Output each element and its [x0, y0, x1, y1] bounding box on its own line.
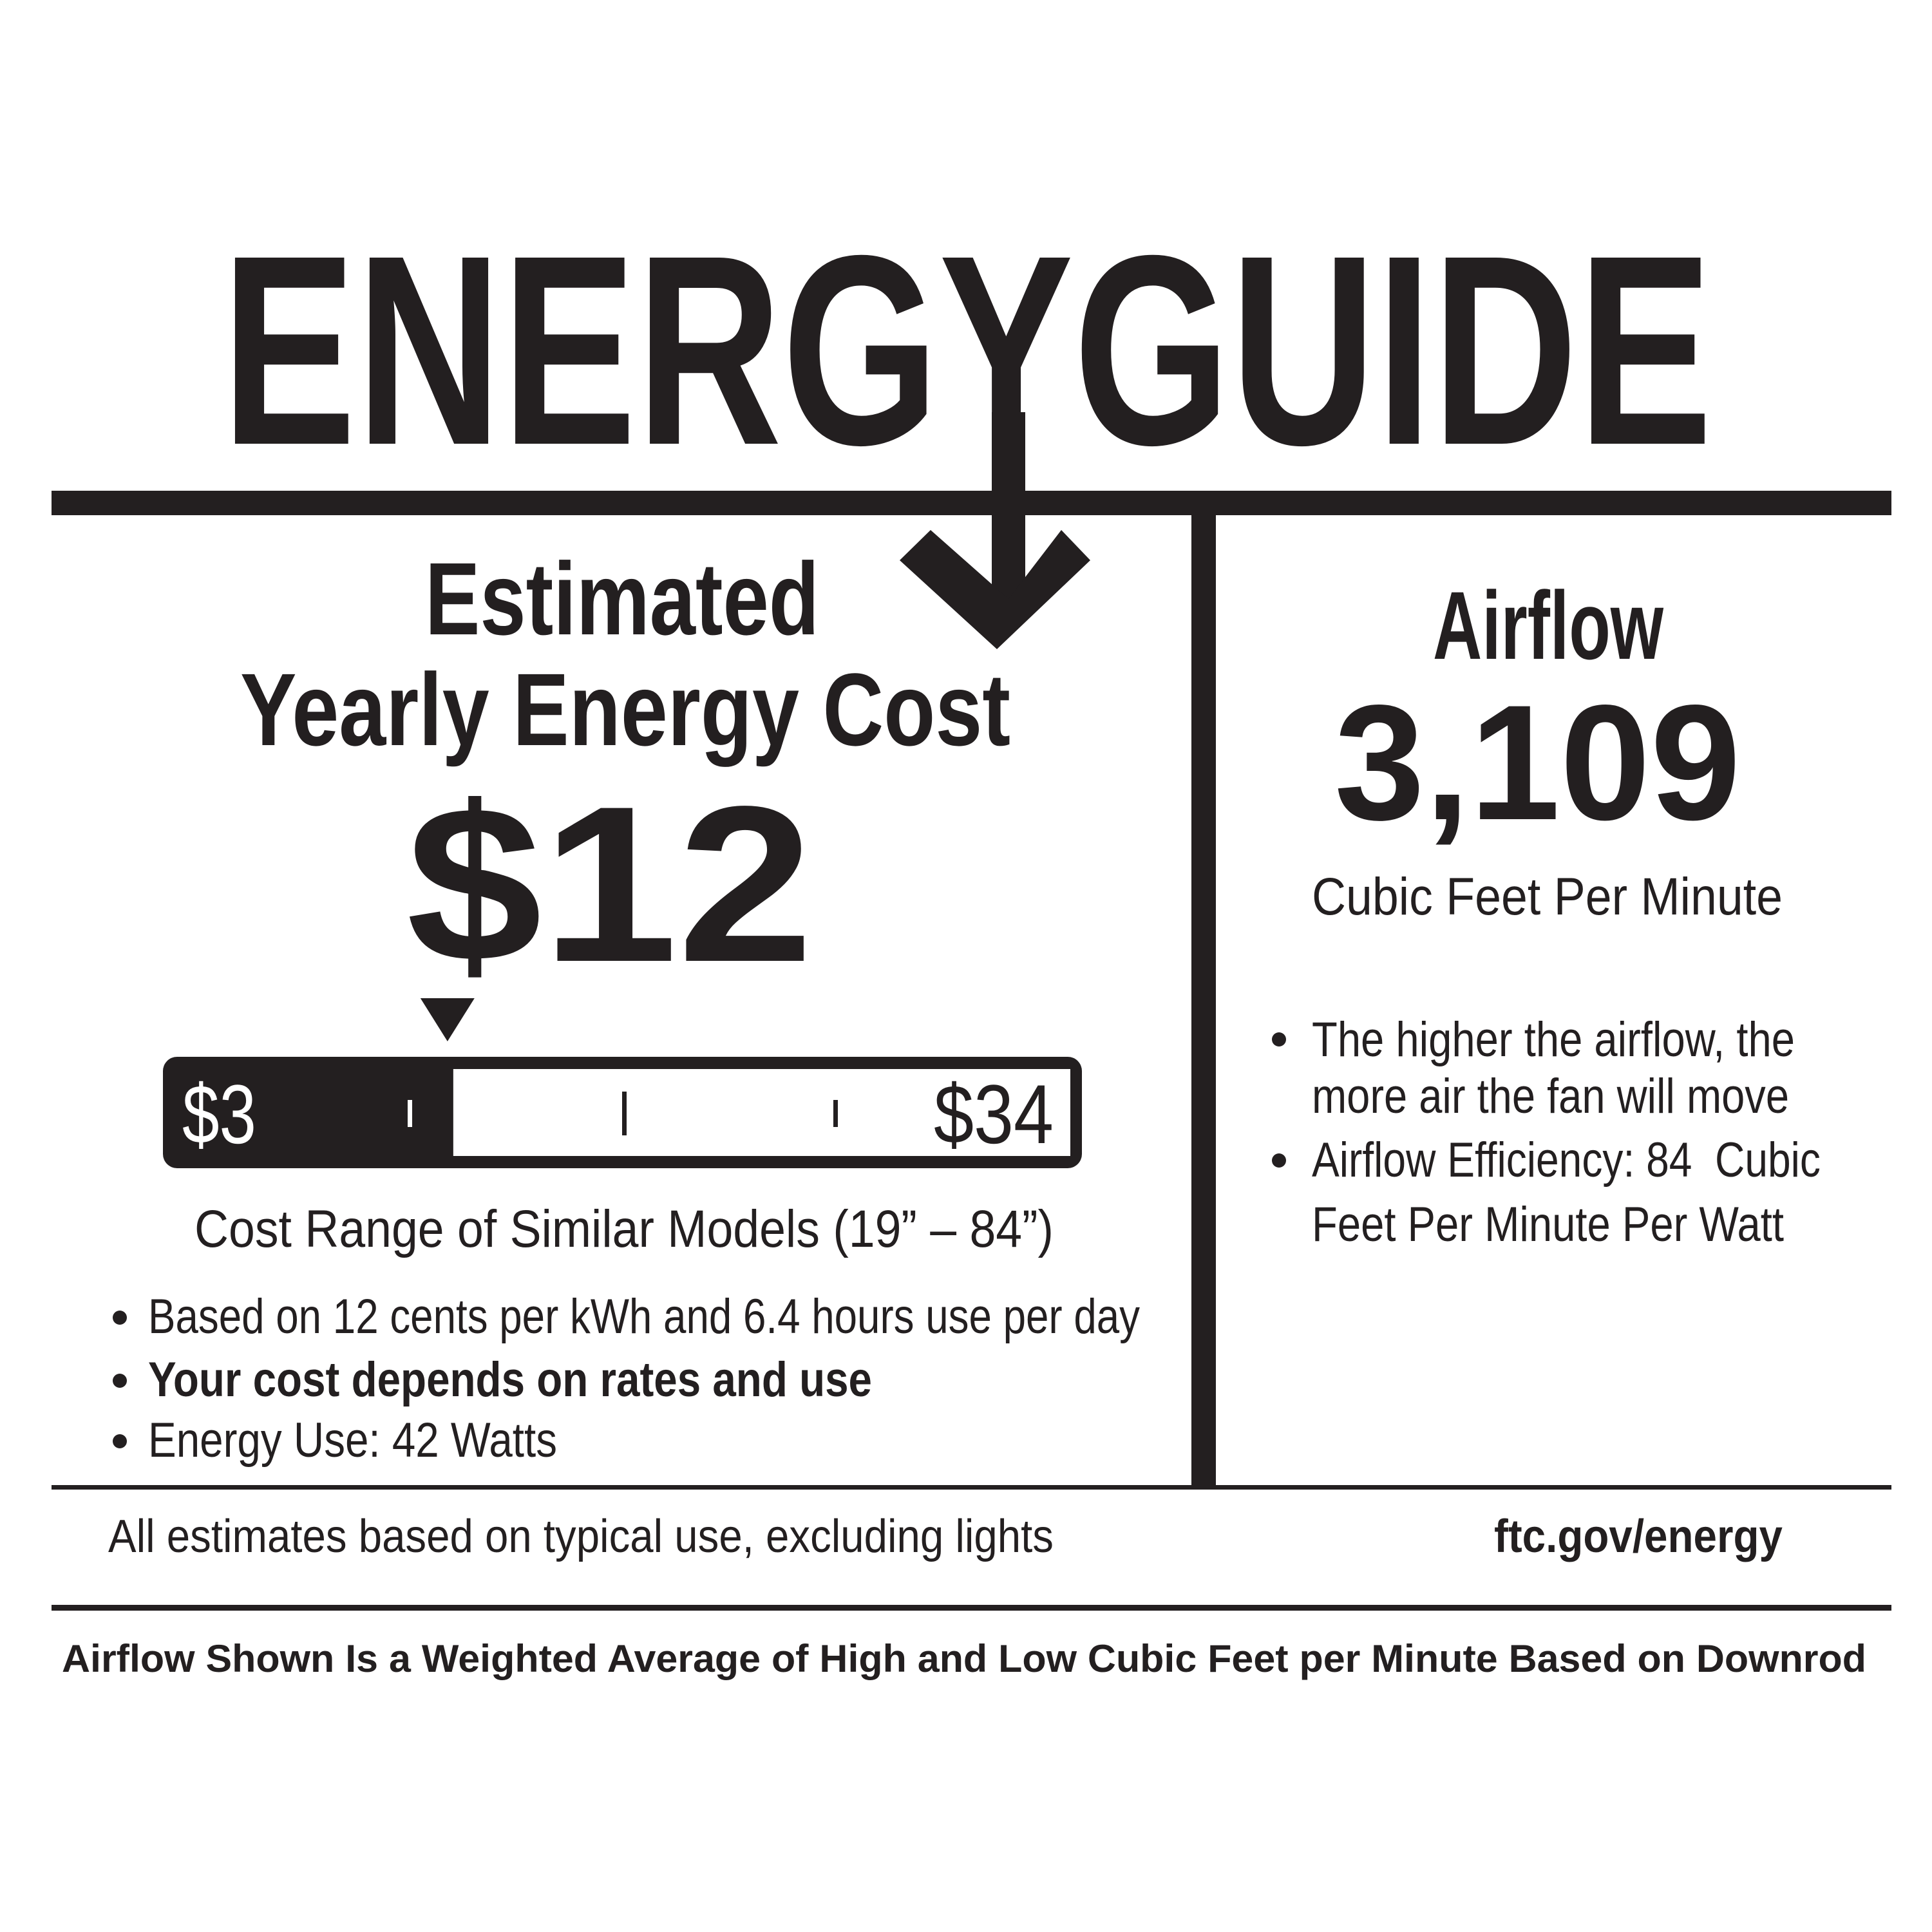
airflow-bullet-line: more air the fan will move	[1312, 1069, 1789, 1124]
cost-range-bar: $3 $34	[163, 1057, 1082, 1168]
bullet-icon	[113, 1374, 127, 1388]
cost-range-caption: Cost Range of Similar Models (19” – 84”)	[194, 1200, 1054, 1258]
top-divider	[52, 491, 1891, 515]
bottom-divider	[52, 1605, 1891, 1611]
bullet-icon	[113, 1311, 127, 1325]
middle-divider	[52, 1485, 1891, 1490]
airflow-value: 3,109	[1334, 671, 1741, 855]
range-bar-unfilled	[453, 1069, 1070, 1156]
cost-pointer-icon	[420, 998, 475, 1041]
bullet-icon	[113, 1434, 127, 1448]
airflow-unit: Cubic Feet Per Minute	[1312, 867, 1783, 926]
airflow-bullet-line: Airflow Efficiency: 84 Cubic	[1312, 1133, 1821, 1188]
airflow-disclaimer: Airflow Shown Is a Weighted Average of H…	[62, 1637, 1866, 1680]
cost-bullet: Based on 12 cents per kWh and 6.4 hours …	[148, 1289, 1140, 1344]
airflow-bullet-line: The higher the airflow, the	[1312, 1012, 1795, 1067]
estimates-note: All estimates based on typical use, excl…	[108, 1511, 1054, 1562]
cost-bullet: Energy Use: 42 Watts	[148, 1413, 557, 1468]
cost-heading-line1: Estimated	[425, 541, 819, 656]
range-min-label: $3	[182, 1067, 256, 1161]
range-tick	[833, 1100, 838, 1127]
cost-bullet: Your cost depends on rates and use	[148, 1352, 872, 1407]
ftc-link[interactable]: ftc.gov/energy	[1494, 1511, 1783, 1562]
cost-heading-line2: Yearly Energy Cost	[240, 652, 1010, 767]
airflow-bullet-line: Feet Per Minute Per Watt	[1312, 1197, 1784, 1252]
bullet-icon	[1272, 1032, 1286, 1046]
airflow-heading: Airflow	[1433, 571, 1663, 679]
yearly-cost-value: $12	[406, 761, 813, 1009]
label-title: ENERGYGUIDE	[222, 200, 1712, 502]
vertical-divider	[1191, 515, 1216, 1488]
bullet-icon	[1272, 1153, 1286, 1168]
down-arrow-icon	[900, 530, 1090, 649]
range-max-label: $34	[934, 1067, 1054, 1161]
range-tick	[408, 1100, 412, 1127]
range-tick	[622, 1092, 627, 1135]
